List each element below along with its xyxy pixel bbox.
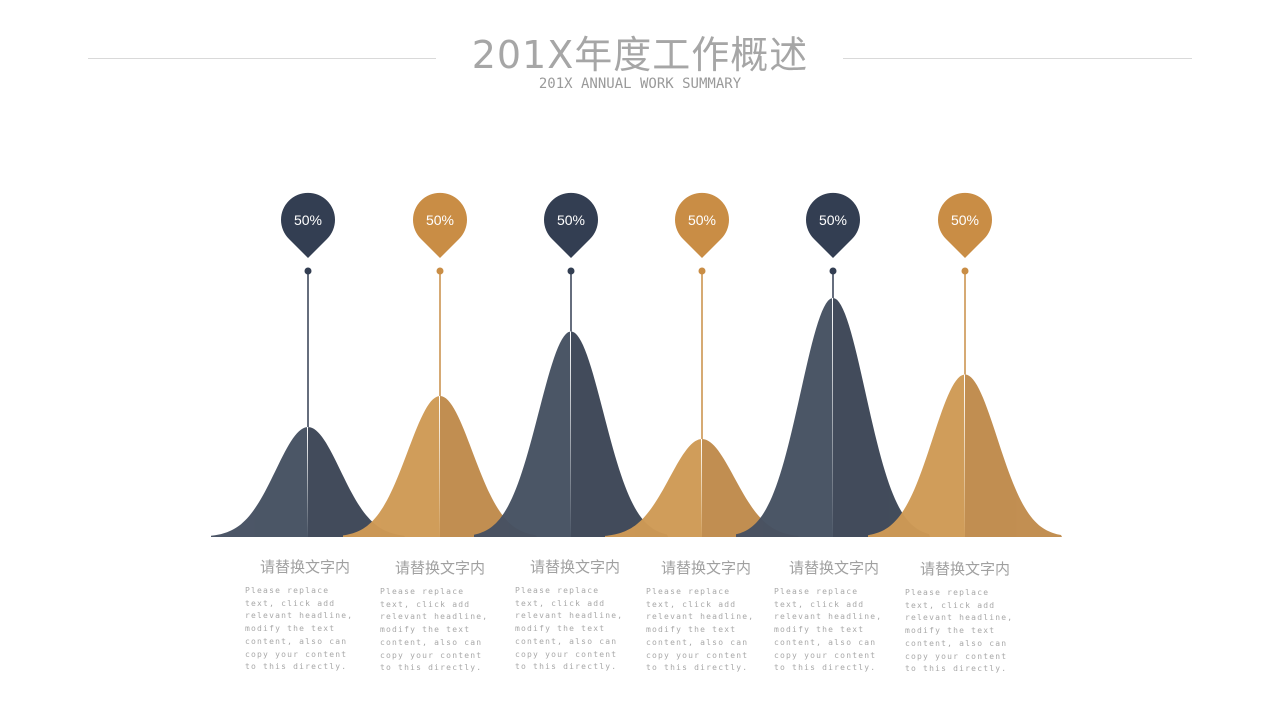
bell-right-half: [308, 427, 405, 537]
text-column: 请替换文字内 Please replace text, click add rel…: [515, 556, 635, 674]
pin-dot: [304, 267, 312, 275]
column-title: 请替换文字内: [919, 560, 1010, 578]
pin-label: 50%: [688, 212, 716, 228]
text-column: 请替换文字内 Please replace text, click add rel…: [646, 557, 766, 675]
bells: [211, 298, 1062, 537]
bell-right-half: [702, 439, 799, 537]
header-rule-left: [88, 58, 436, 59]
map-pin-icon: [413, 192, 467, 258]
column-body: Please replace text, click add relevant …: [380, 587, 489, 673]
pin-dot: [698, 267, 706, 275]
page-subtitle: 201X ANNUAL WORK SUMMARY: [538, 76, 742, 92]
pin-label: 50%: [819, 212, 847, 228]
text-column: 请替换文字内 Please replace text, click add rel…: [245, 556, 365, 674]
pin-label: 50%: [951, 212, 979, 228]
column-title: 请替换文字内: [394, 559, 485, 577]
bell-right-half: [833, 298, 930, 537]
bell-left-half: [868, 374, 965, 537]
map-pin-icon: [675, 192, 729, 258]
column-body: Please replace text, click add relevant …: [646, 587, 755, 673]
bell-left-half: [605, 439, 702, 537]
bell-left-half: [343, 396, 440, 537]
column-title: 请替换文字内: [259, 558, 350, 576]
bell-6: [868, 374, 1062, 537]
column-title: 请替换文字内: [529, 558, 620, 576]
column-body: Please replace text, click add relevant …: [245, 586, 354, 672]
pin-label: 50%: [426, 212, 454, 228]
pin-dot: [829, 267, 837, 275]
bell-1: [211, 427, 405, 537]
bell-3: [474, 331, 668, 537]
column-body: Please replace text, click add relevant …: [905, 588, 1014, 674]
bell-left-half: [474, 331, 571, 537]
bell-2: [343, 396, 537, 537]
bell-4: [605, 439, 799, 537]
map-pin-icon: [806, 192, 860, 258]
page-title: 201X年度工作概述: [471, 33, 809, 77]
bell-right-half: [571, 331, 668, 537]
bell-5: [736, 298, 930, 537]
column-title: 请替换文字内: [788, 559, 879, 577]
pins: 50% 50% 50% 50% 50% 50%: [281, 192, 992, 440]
pin-dot: [567, 267, 575, 275]
bell-right-half: [440, 396, 537, 537]
pin-label: 50%: [557, 212, 585, 228]
column-body: Please replace text, click add relevant …: [774, 587, 883, 673]
pin-dot: [436, 267, 444, 275]
map-pin-icon: [544, 192, 598, 258]
bell-left-half: [736, 298, 833, 537]
text-column: 请替换文字内 Please replace text, click add rel…: [380, 557, 500, 675]
map-pin-icon: [938, 192, 992, 258]
pin-label: 50%: [294, 212, 322, 228]
column-title: 请替换文字内: [660, 559, 751, 577]
bell-right-half: [965, 374, 1062, 537]
map-pin-icon: [281, 192, 336, 258]
text-column: 请替换文字内 Please replace text, click add rel…: [774, 557, 894, 675]
text-column: 请替换文字内 Please replace text, click add rel…: [905, 558, 1025, 676]
column-body: Please replace text, click add relevant …: [515, 586, 624, 672]
pin-dot: [961, 267, 969, 275]
bell-left-half: [211, 427, 308, 537]
header-rule-right: [843, 58, 1192, 59]
